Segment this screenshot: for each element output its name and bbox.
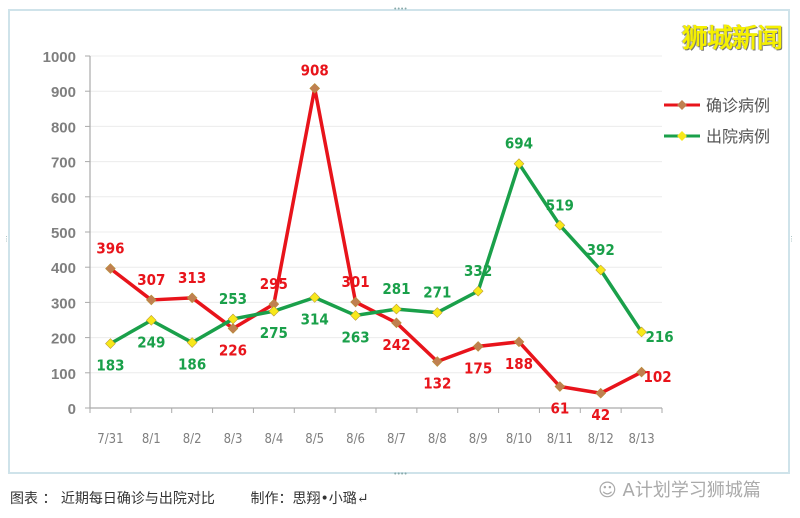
data-label: 132	[423, 375, 451, 393]
data-label: 249	[137, 333, 165, 351]
data-label: 301	[341, 273, 369, 291]
data-point-marker	[554, 220, 566, 231]
resize-handle-top[interactable]: ••••	[394, 6, 408, 13]
chart-frame	[8, 9, 790, 474]
data-label: 242	[382, 336, 410, 354]
figure-caption: 图表 ： 近期每日确诊与出院对比 制作：思翔•小璐↵	[10, 491, 369, 507]
data-point-marker	[595, 264, 607, 276]
data-point-marker	[350, 310, 361, 321]
y-tick-label: 800	[51, 119, 76, 136]
data-point-marker	[186, 292, 198, 304]
data-point-marker	[268, 298, 280, 310]
y-tick-label: 200	[51, 331, 76, 348]
data-label: 61	[550, 400, 569, 418]
data-label: 226	[219, 341, 247, 359]
data-point-marker	[227, 313, 239, 325]
data-point-marker	[636, 326, 647, 338]
data-label: 396	[96, 240, 124, 258]
data-point-marker	[105, 338, 116, 349]
x-tick-label: 8/12	[588, 432, 614, 447]
legend-marker-icon	[677, 100, 687, 110]
data-label: 314	[301, 310, 329, 328]
data-label: 694	[505, 135, 533, 153]
x-tick-label: 8/4	[264, 432, 283, 447]
data-label: 281	[382, 280, 410, 298]
data-point-marker	[145, 315, 157, 326]
watermark-text: A计划学习狮城篇	[622, 480, 761, 501]
data-point-marker	[227, 323, 239, 334]
data-label: 908	[301, 61, 329, 79]
x-tick-label: 8/11	[547, 432, 573, 447]
data-point-marker	[391, 303, 402, 315]
data-label: 175	[464, 359, 492, 377]
data-label: 307	[137, 271, 165, 289]
legend-label: 确诊病例	[706, 96, 770, 115]
data-label: 332	[464, 262, 492, 280]
data-label: 253	[219, 290, 247, 308]
data-label: 392	[587, 241, 615, 259]
data-point-marker	[513, 158, 525, 170]
data-point-marker	[105, 263, 116, 274]
data-point-marker	[431, 356, 443, 367]
x-tick-label: 8/1	[142, 432, 161, 447]
y-tick-label: 1000	[43, 49, 76, 66]
data-point-marker	[350, 296, 361, 308]
x-tick-label: 8/8	[428, 432, 447, 447]
x-tick-label: 8/2	[183, 432, 202, 447]
y-tick-label: 500	[51, 225, 76, 242]
y-tick-label: 400	[51, 260, 76, 277]
brand-logo: 狮城新闻	[681, 24, 783, 54]
data-label: 519	[546, 196, 574, 214]
data-label: 313	[178, 269, 206, 287]
data-point-marker	[145, 294, 157, 306]
data-label: 183	[96, 357, 124, 375]
y-tick-label: 300	[51, 295, 76, 312]
resize-handle-right[interactable]: ⋮	[788, 236, 796, 243]
series-line-confirmed	[109, 86, 643, 395]
data-label: 263	[341, 328, 369, 346]
wechat-watermark: ☺ A计划学习狮城篇	[598, 476, 761, 502]
y-tick-label: 900	[51, 84, 76, 101]
data-label: 188	[505, 355, 533, 373]
data-point-marker	[431, 307, 443, 318]
data-label: 102	[643, 368, 671, 386]
x-tick-label: 8/9	[469, 432, 488, 447]
y-tick-label: 700	[51, 155, 76, 172]
data-point-marker	[554, 381, 566, 392]
y-tick-label: 600	[51, 190, 76, 207]
x-tick-label: 8/6	[346, 432, 365, 447]
resize-handle-bottom[interactable]: ••••	[394, 471, 408, 478]
y-tick-label: 100	[51, 366, 76, 383]
series-line-discharged	[109, 161, 644, 346]
data-point-marker	[472, 285, 484, 297]
data-point-marker	[391, 317, 402, 329]
resize-handle-left[interactable]: ⋮	[3, 236, 11, 243]
wechat-icon: ☺	[598, 480, 617, 501]
legend-label: 出院病例	[706, 127, 770, 146]
x-tick-label: 8/13	[628, 432, 654, 447]
data-point-marker	[309, 83, 321, 94]
data-point-marker	[186, 337, 198, 348]
data-label: 295	[260, 275, 288, 293]
data-point-marker	[513, 336, 525, 348]
y-tick-label: 0	[68, 401, 76, 418]
data-point-marker	[636, 366, 647, 378]
x-tick-label: 8/5	[305, 432, 324, 447]
data-label: 216	[645, 328, 673, 346]
x-tick-label: 8/7	[387, 432, 406, 447]
data-point-marker	[309, 292, 321, 303]
data-label: 186	[178, 356, 206, 374]
data-point-marker	[268, 305, 280, 317]
data-label: 275	[260, 324, 288, 342]
x-tick-label: 8/3	[224, 432, 243, 447]
data-point-marker	[595, 387, 607, 399]
data-label: 271	[423, 284, 451, 302]
x-tick-label: 7/31	[97, 432, 123, 447]
x-tick-label: 8/10	[506, 432, 532, 447]
data-point-marker	[472, 341, 484, 352]
data-label: 42	[591, 406, 610, 424]
legend-marker-icon	[677, 131, 687, 141]
